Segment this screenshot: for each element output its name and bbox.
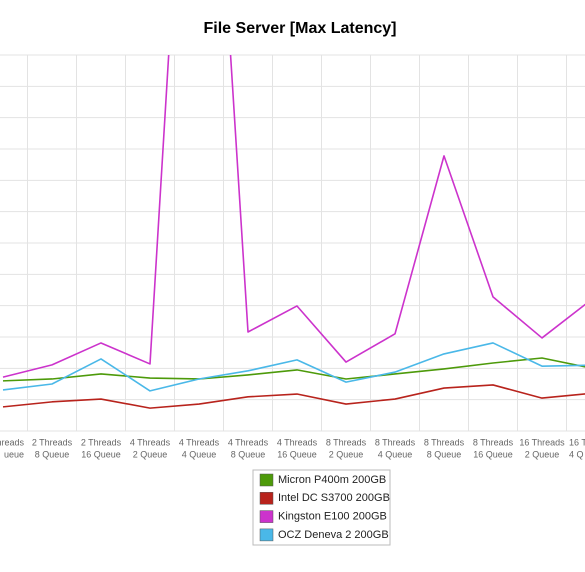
x-tick-label: 4 Threads [179,437,220,447]
series-line [2,384,585,409]
x-tick-label: 16 T [569,437,585,447]
legend-label: OCZ Deneva 2 200GB [278,529,389,541]
series-line [2,342,585,392]
legend-swatch [259,528,274,542]
x-tick-label: 8 Threads [473,437,514,447]
x-tick-label: 8 Queue [35,449,70,459]
x-tick-label: 4 Threads [228,437,269,447]
series-line [2,55,585,378]
x-tick-label: 8 Threads [424,437,465,447]
x-tick-label: ueue [4,449,24,459]
x-tick-label: 2 Queue [329,449,364,459]
x-tick-label: 4 Queue [378,449,413,459]
x-tick-label: 16 Queue [81,449,121,459]
legend-label: Intel DC S3700 200GB [278,492,390,504]
legend-swatch [259,473,274,487]
x-axis-labels: hreads ueue 2 Threads 8 Queue 2 Threads 16 Qu… [0,437,585,459]
legend-swatch [259,492,274,505]
x-tick-label: 4 Q [569,449,584,459]
legend: Micron P400m 200GB Intel DC S3700 200GB Ki… [259,473,390,542]
x-tick-label: 2 Queue [133,449,168,459]
series-line [2,357,585,382]
plot-lines [2,55,585,409]
x-tick-label: 8 Queue [427,449,462,459]
legend-label: Micron P400m 200GB [278,474,386,486]
x-tick-label: 2 Threads [81,437,122,447]
x-tick-label: 16 Queue [473,449,513,459]
x-tick-label: 2 Threads [32,437,73,447]
x-tick-label: hreads [0,437,24,447]
x-tick-label: 16 Threads [519,437,565,447]
legend-swatch [259,510,274,523]
x-tick-label: 8 Queue [231,449,266,459]
x-tick-label: 2 Queue [525,449,560,459]
chart-title: File Server [Max Latency] [204,20,397,37]
grid [0,54,585,432]
x-tick-label: 4 Threads [277,437,318,447]
x-tick-label: 16 Queue [277,449,317,459]
x-tick-label: 8 Threads [375,437,416,447]
x-tick-label: 4 Threads [130,437,171,447]
x-tick-label: 4 Queue [182,449,217,459]
legend-label: Kingston E100 200GB [278,511,387,523]
legend-box [252,469,391,546]
x-tick-label: 8 Threads [326,437,367,447]
